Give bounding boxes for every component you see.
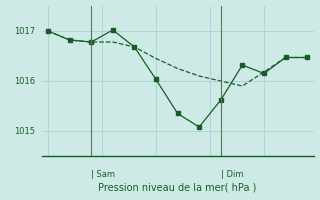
Text: | Dim: | Dim (221, 170, 243, 179)
Text: Pression niveau de la mer( hPa ): Pression niveau de la mer( hPa ) (99, 183, 257, 193)
Text: | Sam: | Sam (91, 170, 115, 179)
